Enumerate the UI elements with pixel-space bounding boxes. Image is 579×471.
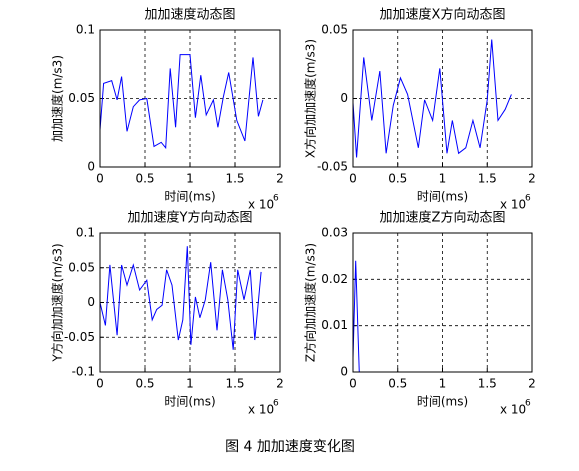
x-multiplier-exponent: 6: [525, 194, 531, 204]
x-multiplier-exponent: 6: [525, 399, 531, 409]
x-multiplier-exponent: 6: [273, 194, 279, 204]
data-line: [99, 54, 264, 150]
y-axis-label: Y方向加加速度(m/s3): [50, 243, 65, 362]
x-tick-label: 0.5: [135, 377, 154, 391]
x-tick-label: 1: [186, 377, 194, 391]
y-tick-label: 0.1: [76, 226, 95, 240]
x-tick-label: 0: [96, 377, 104, 391]
x-tick-label: 0: [349, 172, 357, 186]
y-tick-label: 0.01: [321, 318, 348, 332]
axes-box: [352, 29, 533, 168]
y-tick-label: 0: [87, 295, 95, 309]
x-tick-label: 0: [349, 377, 357, 391]
data-line: [352, 39, 512, 158]
x-multiplier: x 10: [248, 403, 274, 417]
x-tick-label: 1.5: [478, 377, 497, 391]
x-multiplier-exponent: 6: [273, 399, 279, 409]
axes-box: [99, 29, 281, 168]
y-tick-label: 0.05: [68, 91, 95, 105]
y-tick-label: 0.1: [76, 23, 95, 37]
data-line: [99, 246, 262, 350]
x-tick-label: 0.5: [135, 172, 154, 186]
y-tick-label: 0.05: [68, 260, 95, 274]
x-tick-label: 1.5: [478, 172, 497, 186]
axes-box: [99, 232, 281, 373]
y-axis-label: X方向加加速度(m/s3): [303, 39, 318, 158]
y-tick-label: 0: [340, 91, 348, 105]
y-tick-label: 0: [87, 160, 95, 174]
x-tick-label: 2: [276, 377, 284, 391]
y-tick-label: -0.05: [64, 330, 95, 344]
x-tick-label: 1: [439, 377, 447, 391]
x-tick-label: 2: [276, 172, 284, 186]
y-tick-label: 0: [340, 365, 348, 379]
x-multiplier: x 10: [500, 198, 526, 212]
x-tick-label: 0: [96, 172, 104, 186]
chart-title: 加加速度动态图: [144, 7, 235, 23]
figure-caption: 图 4 加加速度变化图: [225, 439, 355, 455]
x-axis-label: 时间(ms): [164, 190, 215, 204]
x-tick-label: 1.5: [225, 377, 244, 391]
y-tick-label: 0.05: [321, 23, 348, 37]
x-tick-label: 1: [186, 172, 194, 186]
y-tick-label: -0.1: [72, 365, 95, 379]
y-tick-label: -0.05: [317, 160, 348, 174]
x-tick-label: 0.5: [388, 377, 407, 391]
x-axis-label: 时间(ms): [164, 395, 215, 409]
x-axis-label: 时间(ms): [417, 395, 468, 409]
x-tick-label: 0.5: [388, 172, 407, 186]
y-axis-label: Z方向加加速度(m/s3): [303, 243, 318, 362]
x-axis-label: 时间(ms): [417, 190, 468, 204]
y-tick-label: 0.03: [321, 226, 348, 240]
y-tick-label: 0.02: [321, 272, 348, 286]
chart-title: 加加速度Y方向动态图: [128, 210, 253, 226]
x-tick-label: 1.5: [225, 172, 244, 186]
y-axis-label: 加加速度(m/s3): [50, 55, 65, 142]
x-multiplier: x 10: [500, 403, 526, 417]
axes-box: [352, 232, 533, 373]
x-tick-label: 2: [528, 377, 536, 391]
chart-title: 加加速度Z方向动态图: [380, 210, 506, 226]
chart-title: 加加速度X方向动态图: [380, 7, 506, 23]
x-tick-label: 2: [528, 172, 536, 186]
x-tick-label: 1: [439, 172, 447, 186]
x-multiplier: x 10: [248, 198, 274, 212]
